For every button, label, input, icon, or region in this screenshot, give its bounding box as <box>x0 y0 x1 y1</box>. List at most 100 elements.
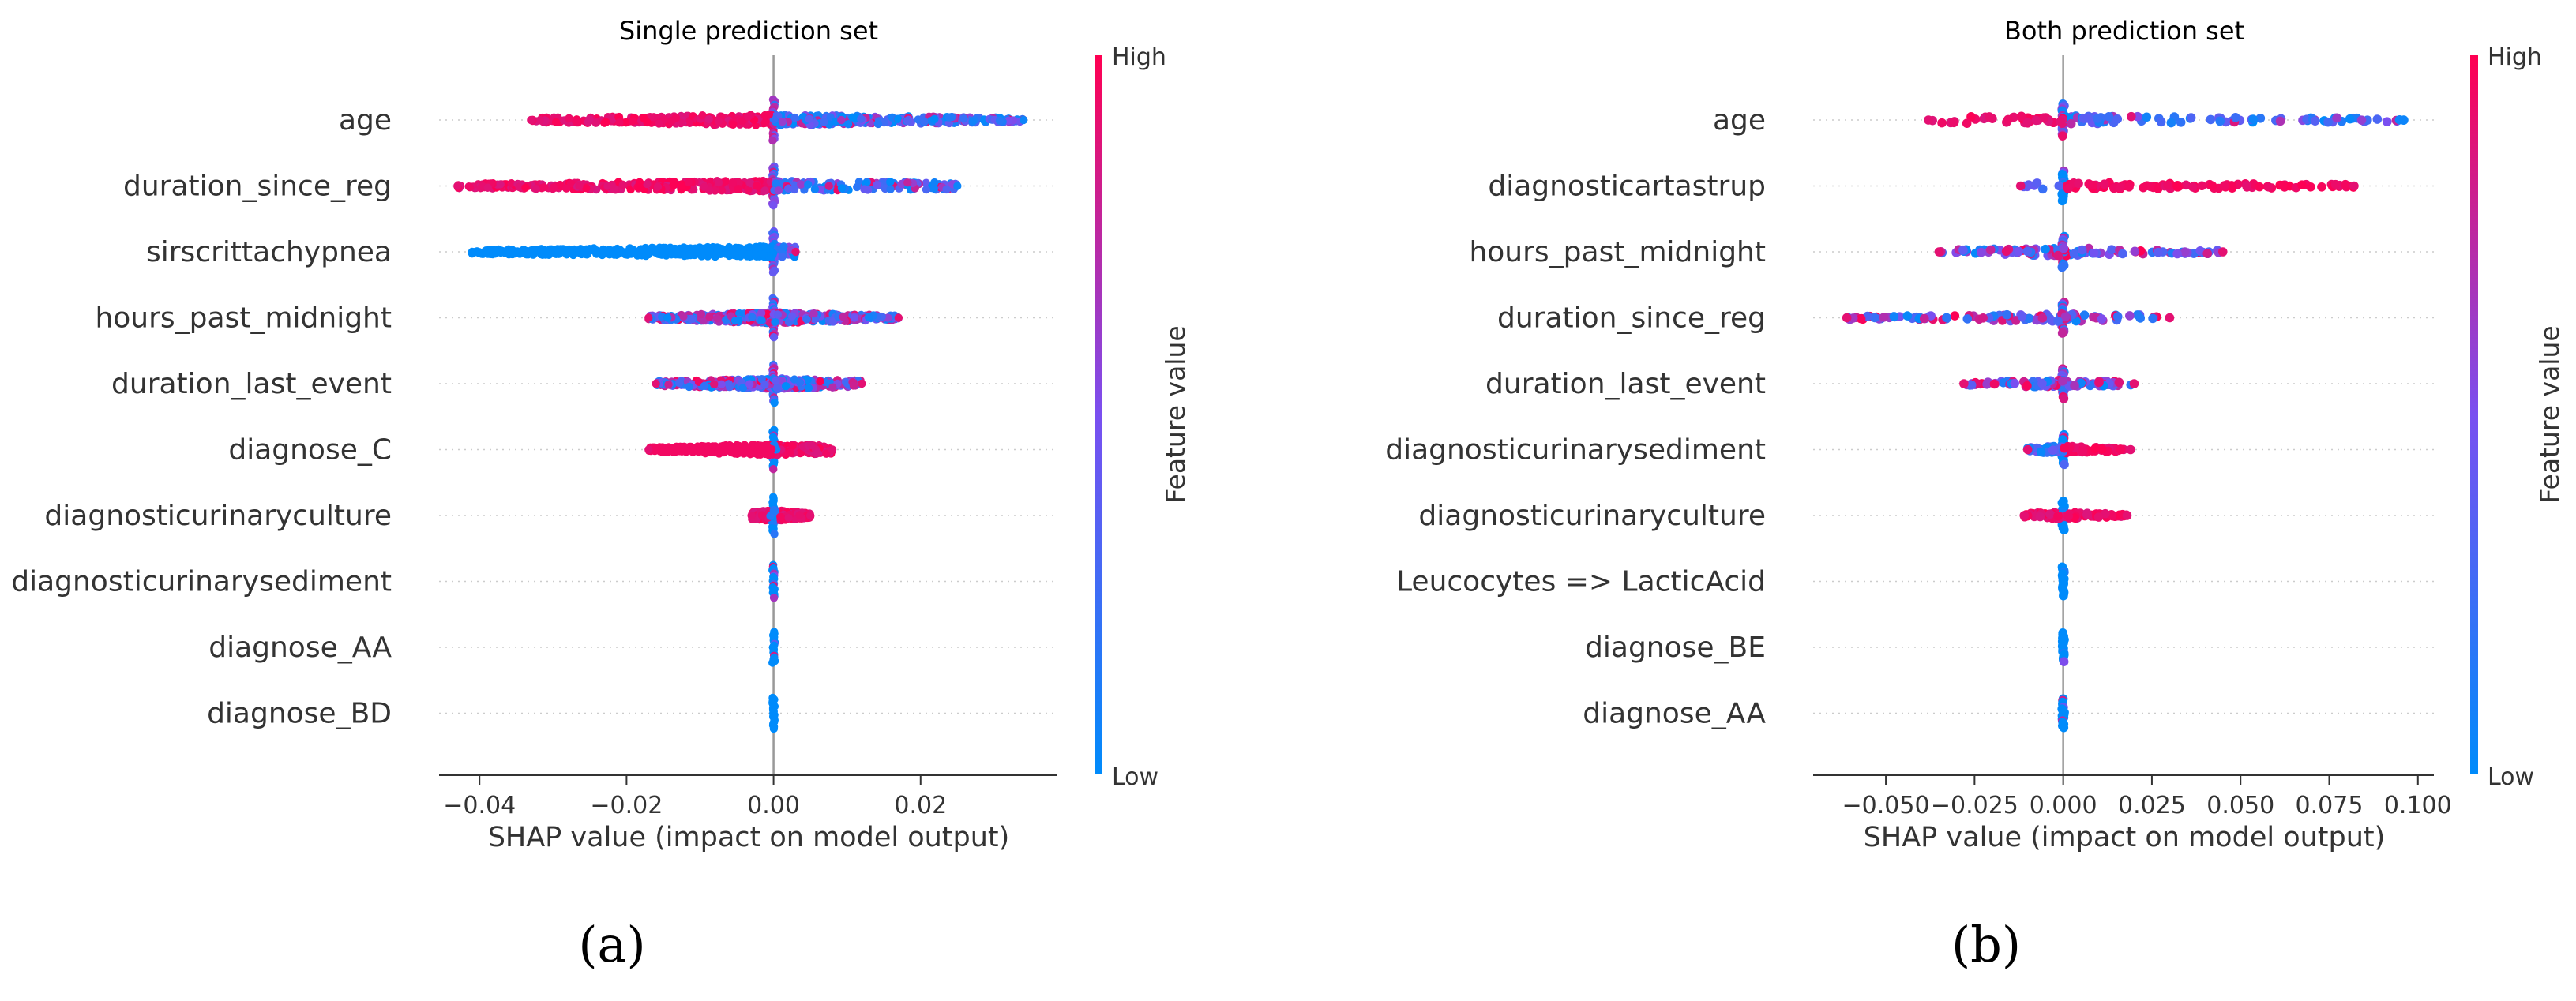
shap-point <box>684 178 693 186</box>
shap-point <box>653 182 663 191</box>
colorbar <box>2470 55 2478 774</box>
feature-label: age <box>1713 104 1766 137</box>
shap-point <box>700 381 709 391</box>
x-tick-label: −0.025 <box>1931 792 2018 819</box>
shap-point <box>2054 181 2064 191</box>
shap-point <box>483 183 492 192</box>
shap-point <box>635 182 644 191</box>
shap-point <box>496 180 505 189</box>
shap-point <box>873 181 881 189</box>
shap-point <box>2057 328 2067 338</box>
shap-point <box>2142 112 2152 122</box>
shap-point <box>857 114 866 123</box>
shap-point <box>2172 182 2183 192</box>
shap-point <box>802 315 811 324</box>
feature-label: hours_past_midnight <box>95 302 392 335</box>
shap-point <box>795 511 804 519</box>
shap-point <box>968 118 977 126</box>
shap-point <box>1959 379 1969 388</box>
colorbar-high-label: High <box>2488 43 2542 71</box>
shap-point <box>2059 657 2069 666</box>
shap-point <box>760 118 769 127</box>
shap-point <box>2132 310 2142 320</box>
shap-point <box>781 381 790 391</box>
shap-point <box>2063 512 2073 521</box>
shap-point <box>942 185 951 194</box>
shap-point <box>778 253 787 261</box>
x-tick-label: 0.100 <box>2384 792 2452 819</box>
shap-point <box>1856 313 1866 324</box>
shap-point <box>2197 181 2207 191</box>
shap-point <box>2057 262 2067 272</box>
shap-point <box>704 442 712 451</box>
shap-point <box>769 465 778 474</box>
shap-point <box>2130 246 2140 257</box>
shap-point <box>565 114 573 122</box>
x-axis-ticks: −0.050 −0.025 0.000 0.025 0.050 0.075 0.100 <box>1842 775 2452 819</box>
shap-point <box>2323 117 2333 127</box>
shap-point <box>837 115 846 125</box>
shap-point <box>2059 243 2069 253</box>
shap-point <box>2037 313 2048 323</box>
shap-point <box>773 310 783 319</box>
shap-point <box>769 201 778 210</box>
shap-point <box>726 442 735 451</box>
shap-point <box>539 182 549 192</box>
shap-point <box>2053 317 2063 326</box>
shap-point <box>2093 114 2102 123</box>
shap-point <box>2059 394 2069 403</box>
shap-point <box>2116 444 2126 455</box>
shap-point <box>705 313 714 321</box>
shap-point <box>585 114 594 124</box>
shap-point <box>768 658 777 667</box>
shap-point <box>591 118 600 127</box>
shap-point <box>717 380 726 389</box>
shap-point <box>734 185 743 193</box>
shap-point <box>2056 117 2065 126</box>
shap-point <box>681 446 690 456</box>
shap-point <box>893 114 903 123</box>
shap-point <box>679 312 688 321</box>
shap-point <box>744 112 753 121</box>
shap-point <box>763 443 772 452</box>
shap-point <box>705 186 714 195</box>
shap-point <box>853 182 862 192</box>
shap-point <box>2094 377 2104 388</box>
shap-point <box>959 114 968 123</box>
shap-point <box>824 182 833 190</box>
shap-point <box>790 375 799 384</box>
shap-point <box>2084 179 2094 189</box>
colorbar-high-label: High <box>1112 43 1166 71</box>
shap-point <box>1989 379 2000 389</box>
shap-point <box>2129 379 2139 388</box>
shap-point <box>757 511 766 519</box>
feature-label: diagnose_BD <box>207 698 392 730</box>
shap-point <box>729 250 738 259</box>
shap-point <box>671 245 681 253</box>
shap-point <box>748 313 757 321</box>
colorbar-title: Feature value <box>2534 325 2565 503</box>
shap-point <box>757 309 766 317</box>
shap-point <box>810 185 820 194</box>
shap-point <box>699 316 708 325</box>
shap-point <box>774 186 783 195</box>
feature-label: hours_past_midnight <box>1469 236 1766 268</box>
shap-point <box>770 530 779 538</box>
shap-point <box>1958 245 1968 255</box>
shap-point <box>643 179 652 189</box>
shap-point <box>2139 182 2148 193</box>
shap-point <box>507 178 516 188</box>
shap-point <box>728 178 738 187</box>
shap-point <box>930 178 939 187</box>
shap-point <box>813 448 822 457</box>
shap-point <box>713 314 722 323</box>
shap-point <box>567 246 576 255</box>
shap-point <box>873 119 883 129</box>
feature-label: duration_last_event <box>1485 368 1766 400</box>
shap-point <box>2317 182 2326 192</box>
shap-point <box>1976 247 1986 257</box>
shap-point <box>531 185 540 193</box>
shap-point <box>804 180 813 189</box>
feature-label: diagnose_AA <box>1583 698 1766 730</box>
shap-point <box>770 398 779 407</box>
